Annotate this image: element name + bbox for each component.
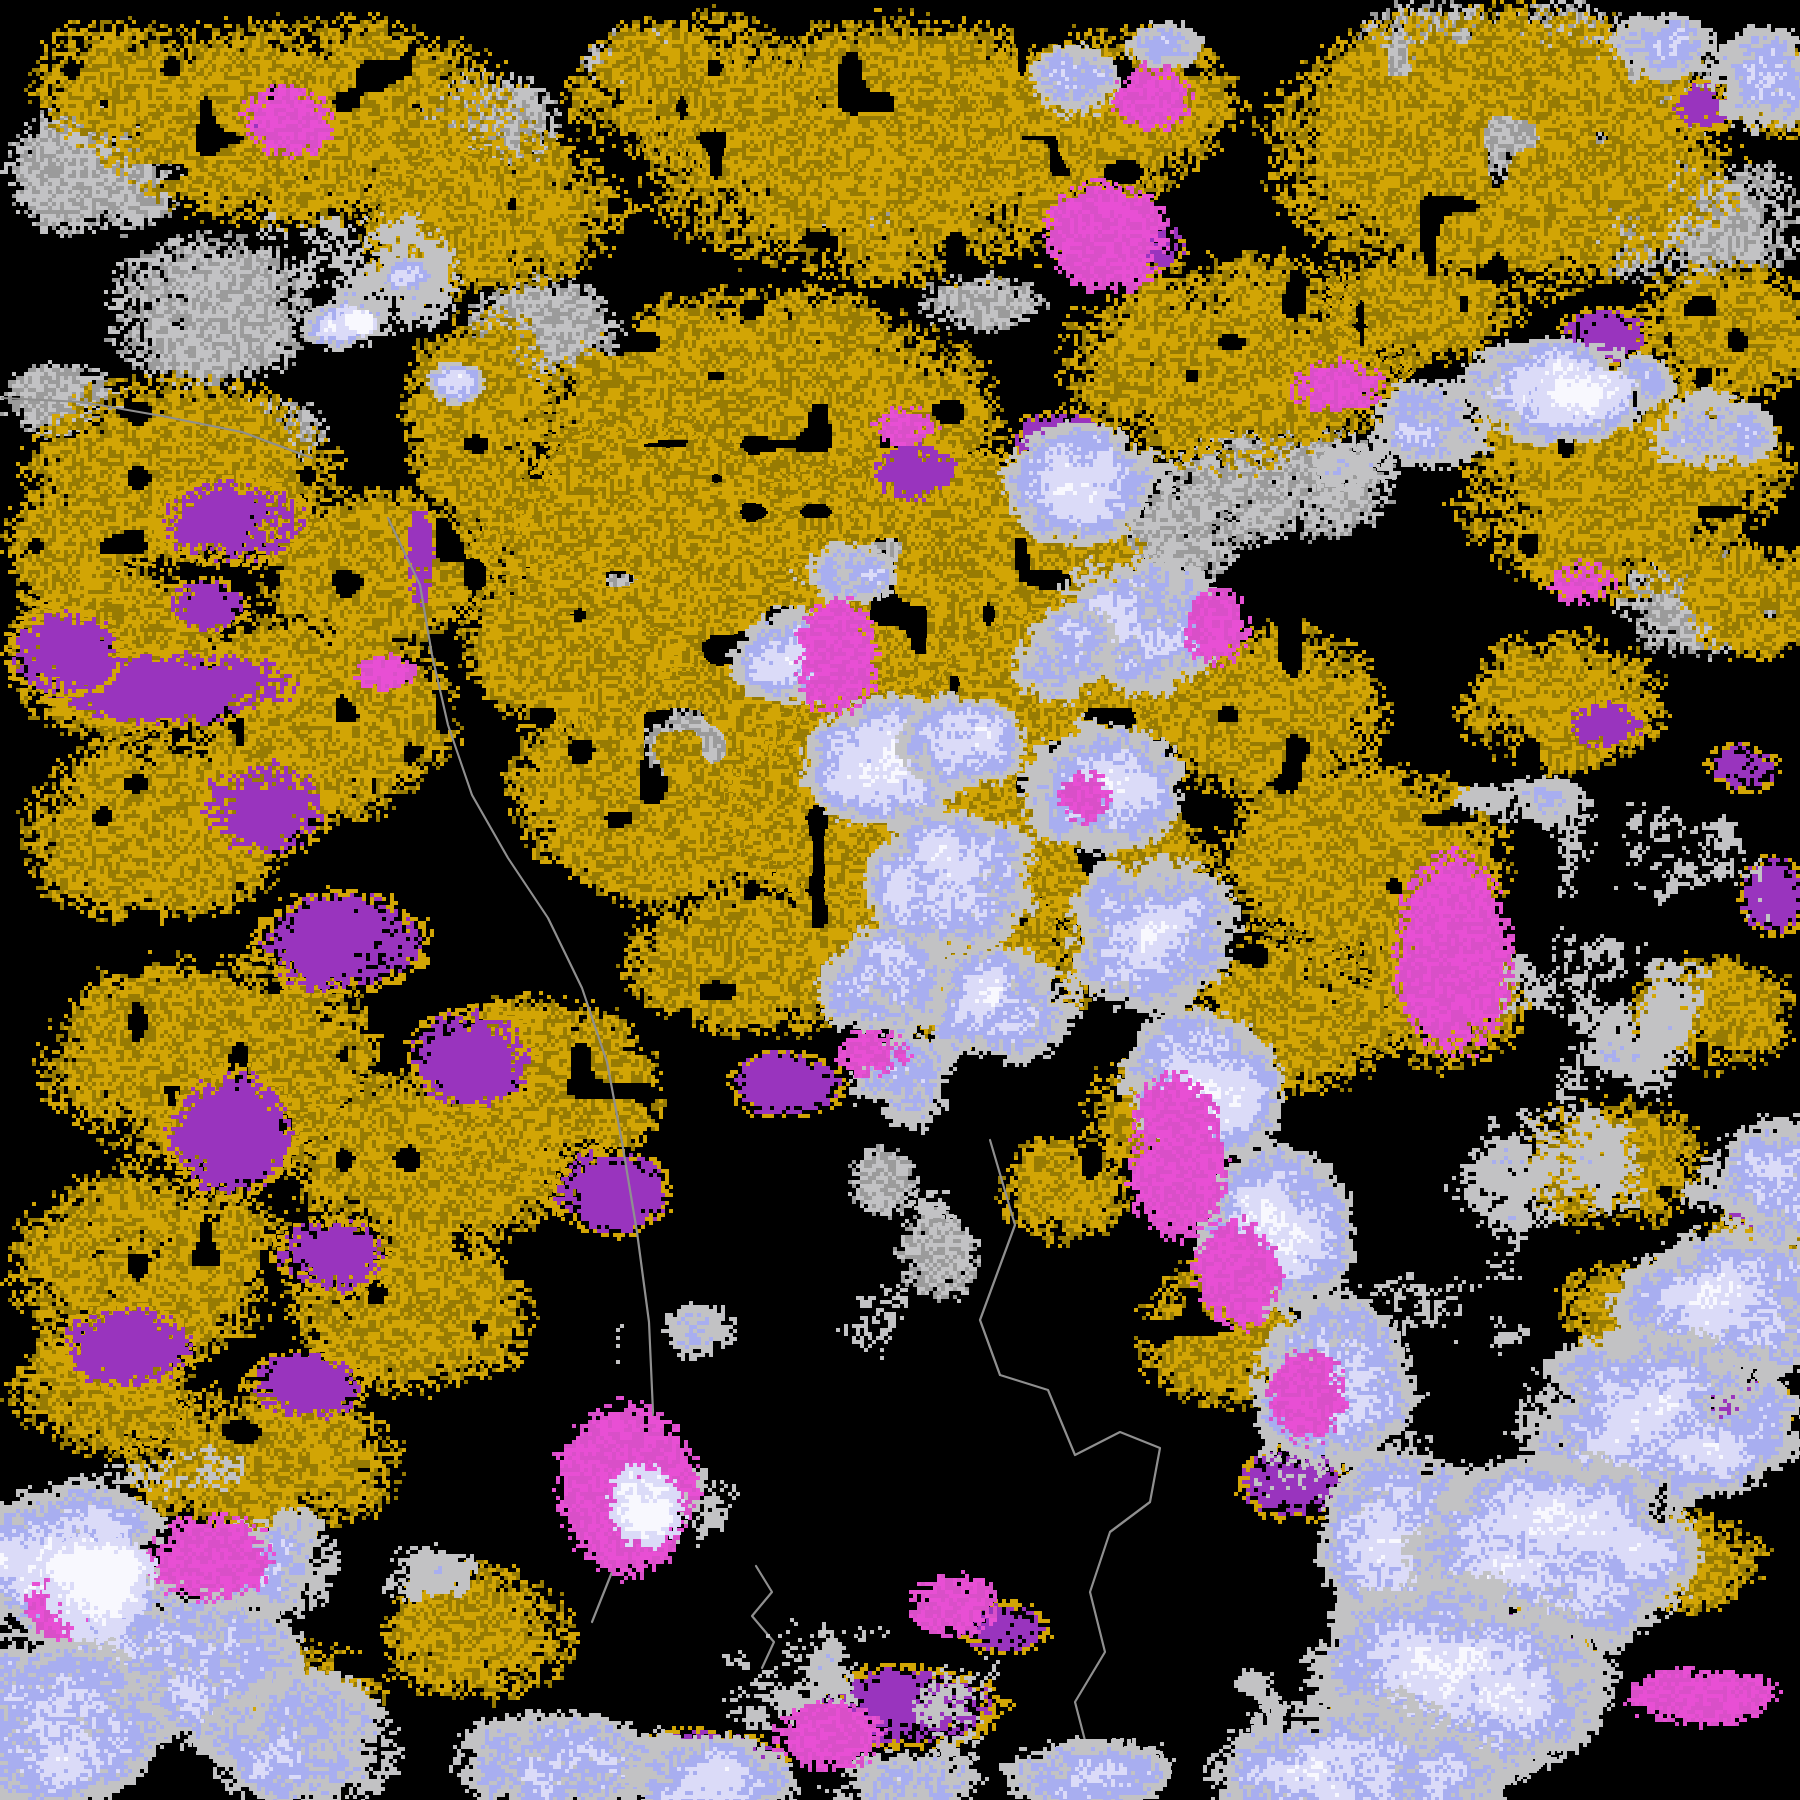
satellite-image-viewport: [0, 0, 1800, 1800]
false-color-satellite-cloud-canvas: [0, 0, 1800, 1800]
